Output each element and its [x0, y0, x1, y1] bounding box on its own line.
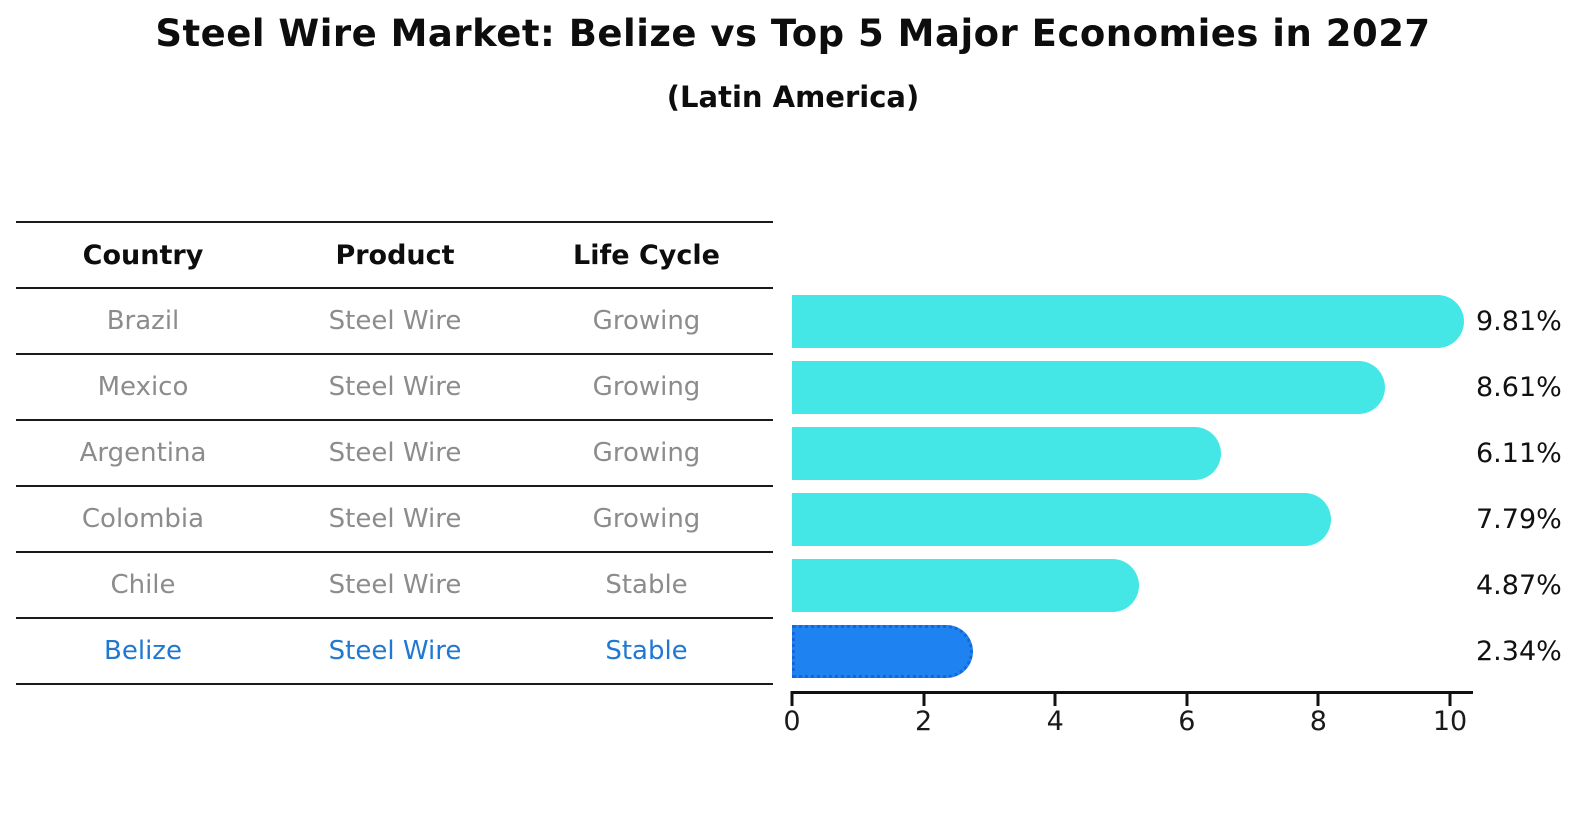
value-label-argentina: 6.11%: [1476, 438, 1562, 469]
product-cell: Steel Wire: [328, 438, 462, 468]
x-axis-tick: [1448, 691, 1452, 706]
x-axis-tick-label: 8: [1309, 706, 1327, 737]
value-label-belize: 2.34%: [1476, 636, 1562, 667]
life-cycle-cell: Stable: [605, 636, 688, 666]
value-label-colombia: 7.79%: [1476, 504, 1562, 535]
bar-colombia: [792, 493, 1332, 546]
table-row-brazil: Brazil Steel Wire Growing: [16, 289, 773, 355]
comparison-table: Country Product Life Cycle Brazil Steel …: [16, 221, 773, 685]
x-axis-tick-label: 6: [1178, 706, 1196, 737]
bar-brazil: [792, 295, 1464, 348]
table-row-colombia: Colombia Steel Wire Growing: [16, 487, 773, 553]
chart-title: Steel Wire Market: Belize vs Top 5 Major…: [155, 12, 1431, 55]
product-cell: Steel Wire: [328, 306, 462, 336]
x-axis-tick: [1316, 691, 1320, 706]
x-axis-spine: [792, 691, 1473, 694]
country-cell: Mexico: [97, 372, 189, 402]
country-cell: Argentina: [79, 438, 207, 468]
table-row-mexico: Mexico Steel Wire Growing: [16, 355, 773, 421]
product-cell: Steel Wire: [328, 570, 462, 600]
country-cell: Belize: [104, 636, 182, 666]
country-cell: Colombia: [81, 504, 205, 534]
x-axis-tick-label: 4: [1046, 706, 1064, 737]
x-axis-tick-label: 2: [915, 706, 933, 737]
value-label-mexico: 8.61%: [1476, 372, 1562, 403]
bar-mexico: [792, 361, 1385, 414]
bar-argentina: [792, 427, 1221, 480]
product-cell: Steel Wire: [328, 372, 462, 402]
life-cycle-cell: Growing: [592, 372, 701, 402]
column-header-product: Product: [335, 239, 455, 271]
country-cell: Brazil: [106, 306, 180, 336]
bar-belize-highlighted: [792, 625, 973, 678]
life-cycle-cell: Growing: [592, 306, 701, 336]
x-axis-tick: [1185, 691, 1189, 706]
table-header-row: Country Product Life Cycle: [16, 223, 773, 289]
table-row-chile: Chile Steel Wire Stable: [16, 553, 773, 619]
life-cycle-cell: Stable: [605, 570, 688, 600]
table-row-argentina: Argentina Steel Wire Growing: [16, 421, 773, 487]
column-header-life-cycle: Life Cycle: [573, 239, 720, 271]
value-label-chile: 4.87%: [1476, 570, 1562, 601]
chart-subtitle: (Latin America): [666, 80, 920, 114]
x-axis-tick-label: 0: [783, 706, 801, 737]
bar-chile: [792, 559, 1139, 612]
x-axis-tick: [790, 691, 794, 706]
value-label-brazil: 9.81%: [1476, 306, 1562, 337]
x-axis-tick-label: 10: [1432, 706, 1468, 737]
life-cycle-cell: Growing: [592, 504, 701, 534]
life-cycle-cell: Growing: [592, 438, 701, 468]
x-axis-tick: [922, 691, 926, 706]
column-header-country: Country: [82, 239, 204, 271]
x-axis-tick: [1053, 691, 1057, 706]
table-row-belize: Belize Steel Wire Stable: [16, 619, 773, 685]
product-cell: Steel Wire: [328, 636, 462, 666]
country-cell: Chile: [110, 570, 176, 600]
product-cell: Steel Wire: [328, 504, 462, 534]
